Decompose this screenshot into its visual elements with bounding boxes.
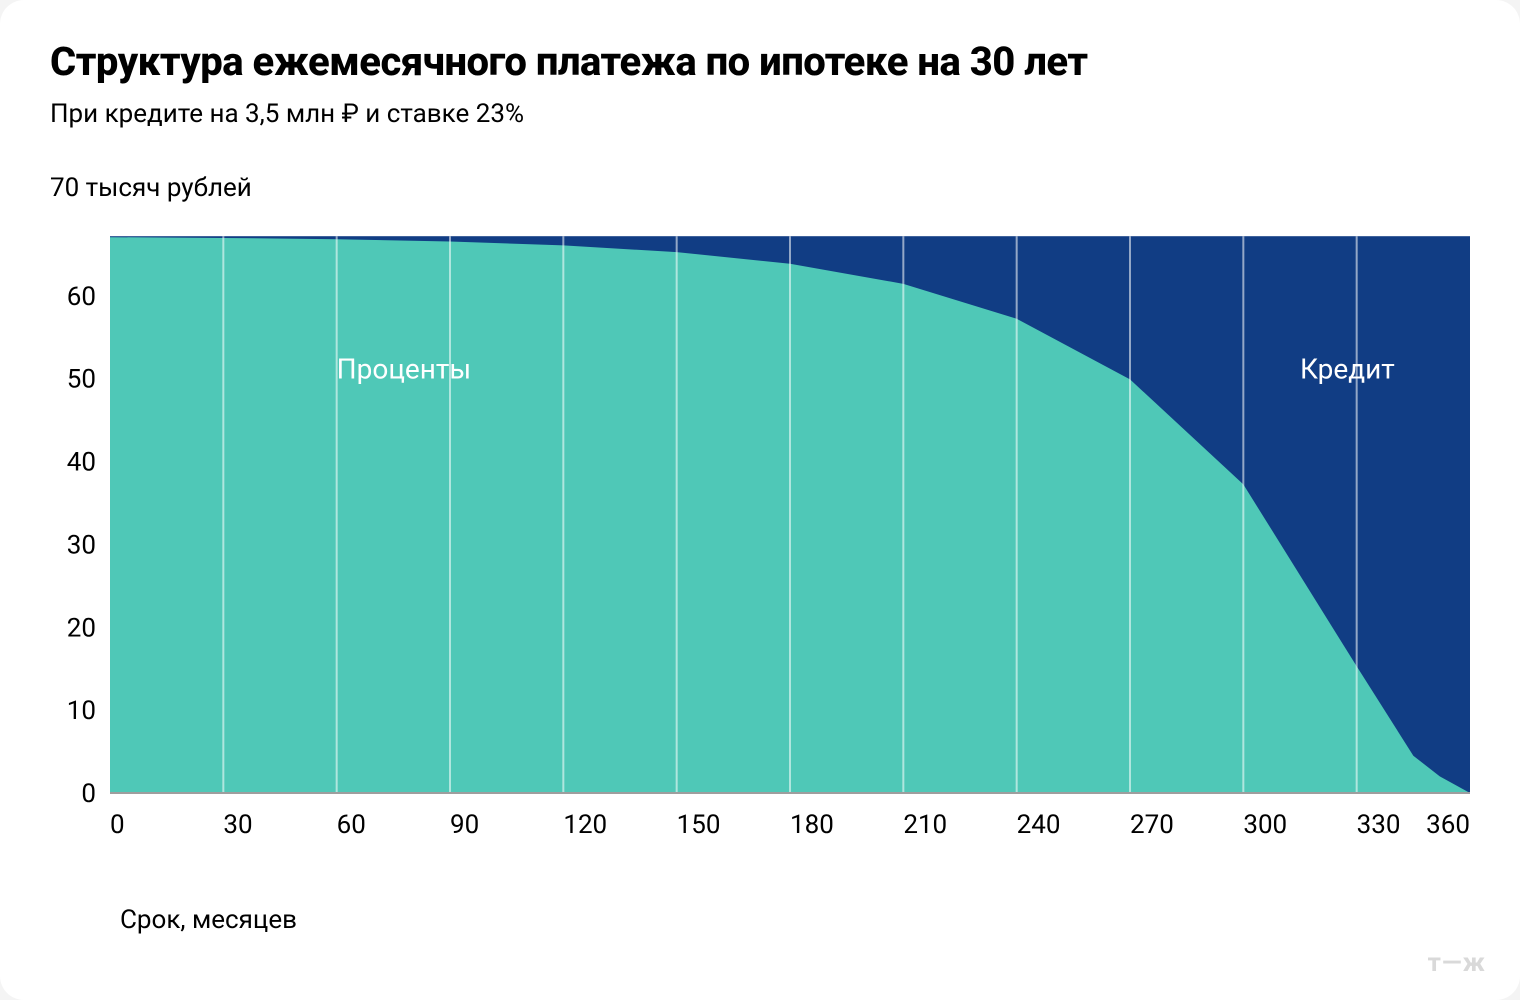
y-tick-label: 20 <box>67 613 96 643</box>
x-tick-label: 360 <box>1426 810 1470 840</box>
chart-subtitle: При кредите на 3,5 млн ₽ и ставке 23% <box>50 99 1470 129</box>
y-tick-label: 40 <box>67 448 96 478</box>
y-tick-label: 0 <box>81 779 96 809</box>
x-tick-label: 210 <box>903 810 947 840</box>
y-tick-label: 30 <box>67 530 96 560</box>
x-tick-label: 240 <box>1017 810 1061 840</box>
series-label: Проценты <box>337 353 471 386</box>
stacked-area-chart: 0 10 20 30 40 50 60 0 30 60 90 120 150 180 210 240 270 30… <box>50 213 1470 843</box>
x-tick-label: 330 <box>1357 810 1401 840</box>
x-tick-label: 60 <box>337 810 366 840</box>
x-tick-label: 180 <box>790 810 834 840</box>
x-tick-label: 120 <box>563 810 607 840</box>
x-tick-label: 300 <box>1243 810 1287 840</box>
series-label: Кредит <box>1300 353 1395 386</box>
chart-area: 0 10 20 30 40 50 60 0 30 60 90 120 150 180 210 240 270 30… <box>50 213 1470 847</box>
x-tick-label: 90 <box>450 810 479 840</box>
watermark-logo: т—ж <box>1428 948 1486 978</box>
chart-title: Структура ежемесячного платежа по ипотек… <box>50 38 1470 85</box>
x-tick-label: 150 <box>677 810 721 840</box>
x-tick-label: 30 <box>223 810 252 840</box>
y-axis-unit: 70 тысяч рублей <box>50 173 1470 203</box>
chart-card: Структура ежемесячного платежа по ипотек… <box>0 0 1520 1000</box>
y-tick-label: 50 <box>67 365 96 395</box>
y-tick-label: 10 <box>67 696 96 726</box>
x-tick-label: 270 <box>1130 810 1174 840</box>
x-tick-label: 0 <box>110 810 125 840</box>
y-tick-label: 60 <box>67 282 96 312</box>
x-axis-label: Срок, месяцев <box>120 905 1470 935</box>
